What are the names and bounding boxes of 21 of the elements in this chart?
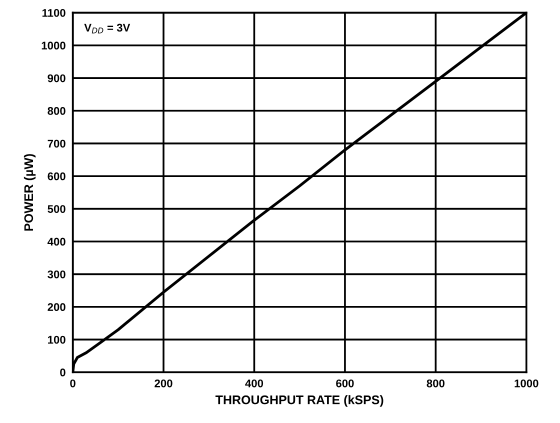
y-tick-label: 900 (48, 74, 66, 82)
y-tick-label: 1100 (42, 8, 66, 17)
y-tick-label: 700 (48, 140, 66, 148)
y-tick-label: 100 (48, 336, 66, 344)
y-tick-label: 400 (47, 238, 66, 246)
x-tick-label: 0 (70, 379, 76, 388)
x-tick-label: 600 (336, 379, 354, 388)
x-tick-label: 800 (426, 379, 444, 388)
annotation: V$_{DD}$ = 3V (84, 24, 130, 34)
y-tick-label: 800 (48, 107, 66, 115)
y-tick-label: 1000 (42, 42, 66, 50)
x-tick-label: 200 (154, 379, 172, 388)
y-tick-label: 0 (60, 368, 66, 376)
x-tick-label: 1000 (514, 379, 538, 388)
y-axis-title: POWER (µW) (24, 154, 36, 231)
y-tick-label: 300 (48, 270, 66, 278)
x-tick-label: 400 (245, 379, 264, 388)
y-tick-label: 600 (48, 172, 66, 180)
x-axis-title: THROUGHPUT RATE (kSPS) (215, 395, 384, 407)
y-tick-label: 200 (48, 303, 66, 312)
y-tick-label: 500 (48, 205, 66, 213)
